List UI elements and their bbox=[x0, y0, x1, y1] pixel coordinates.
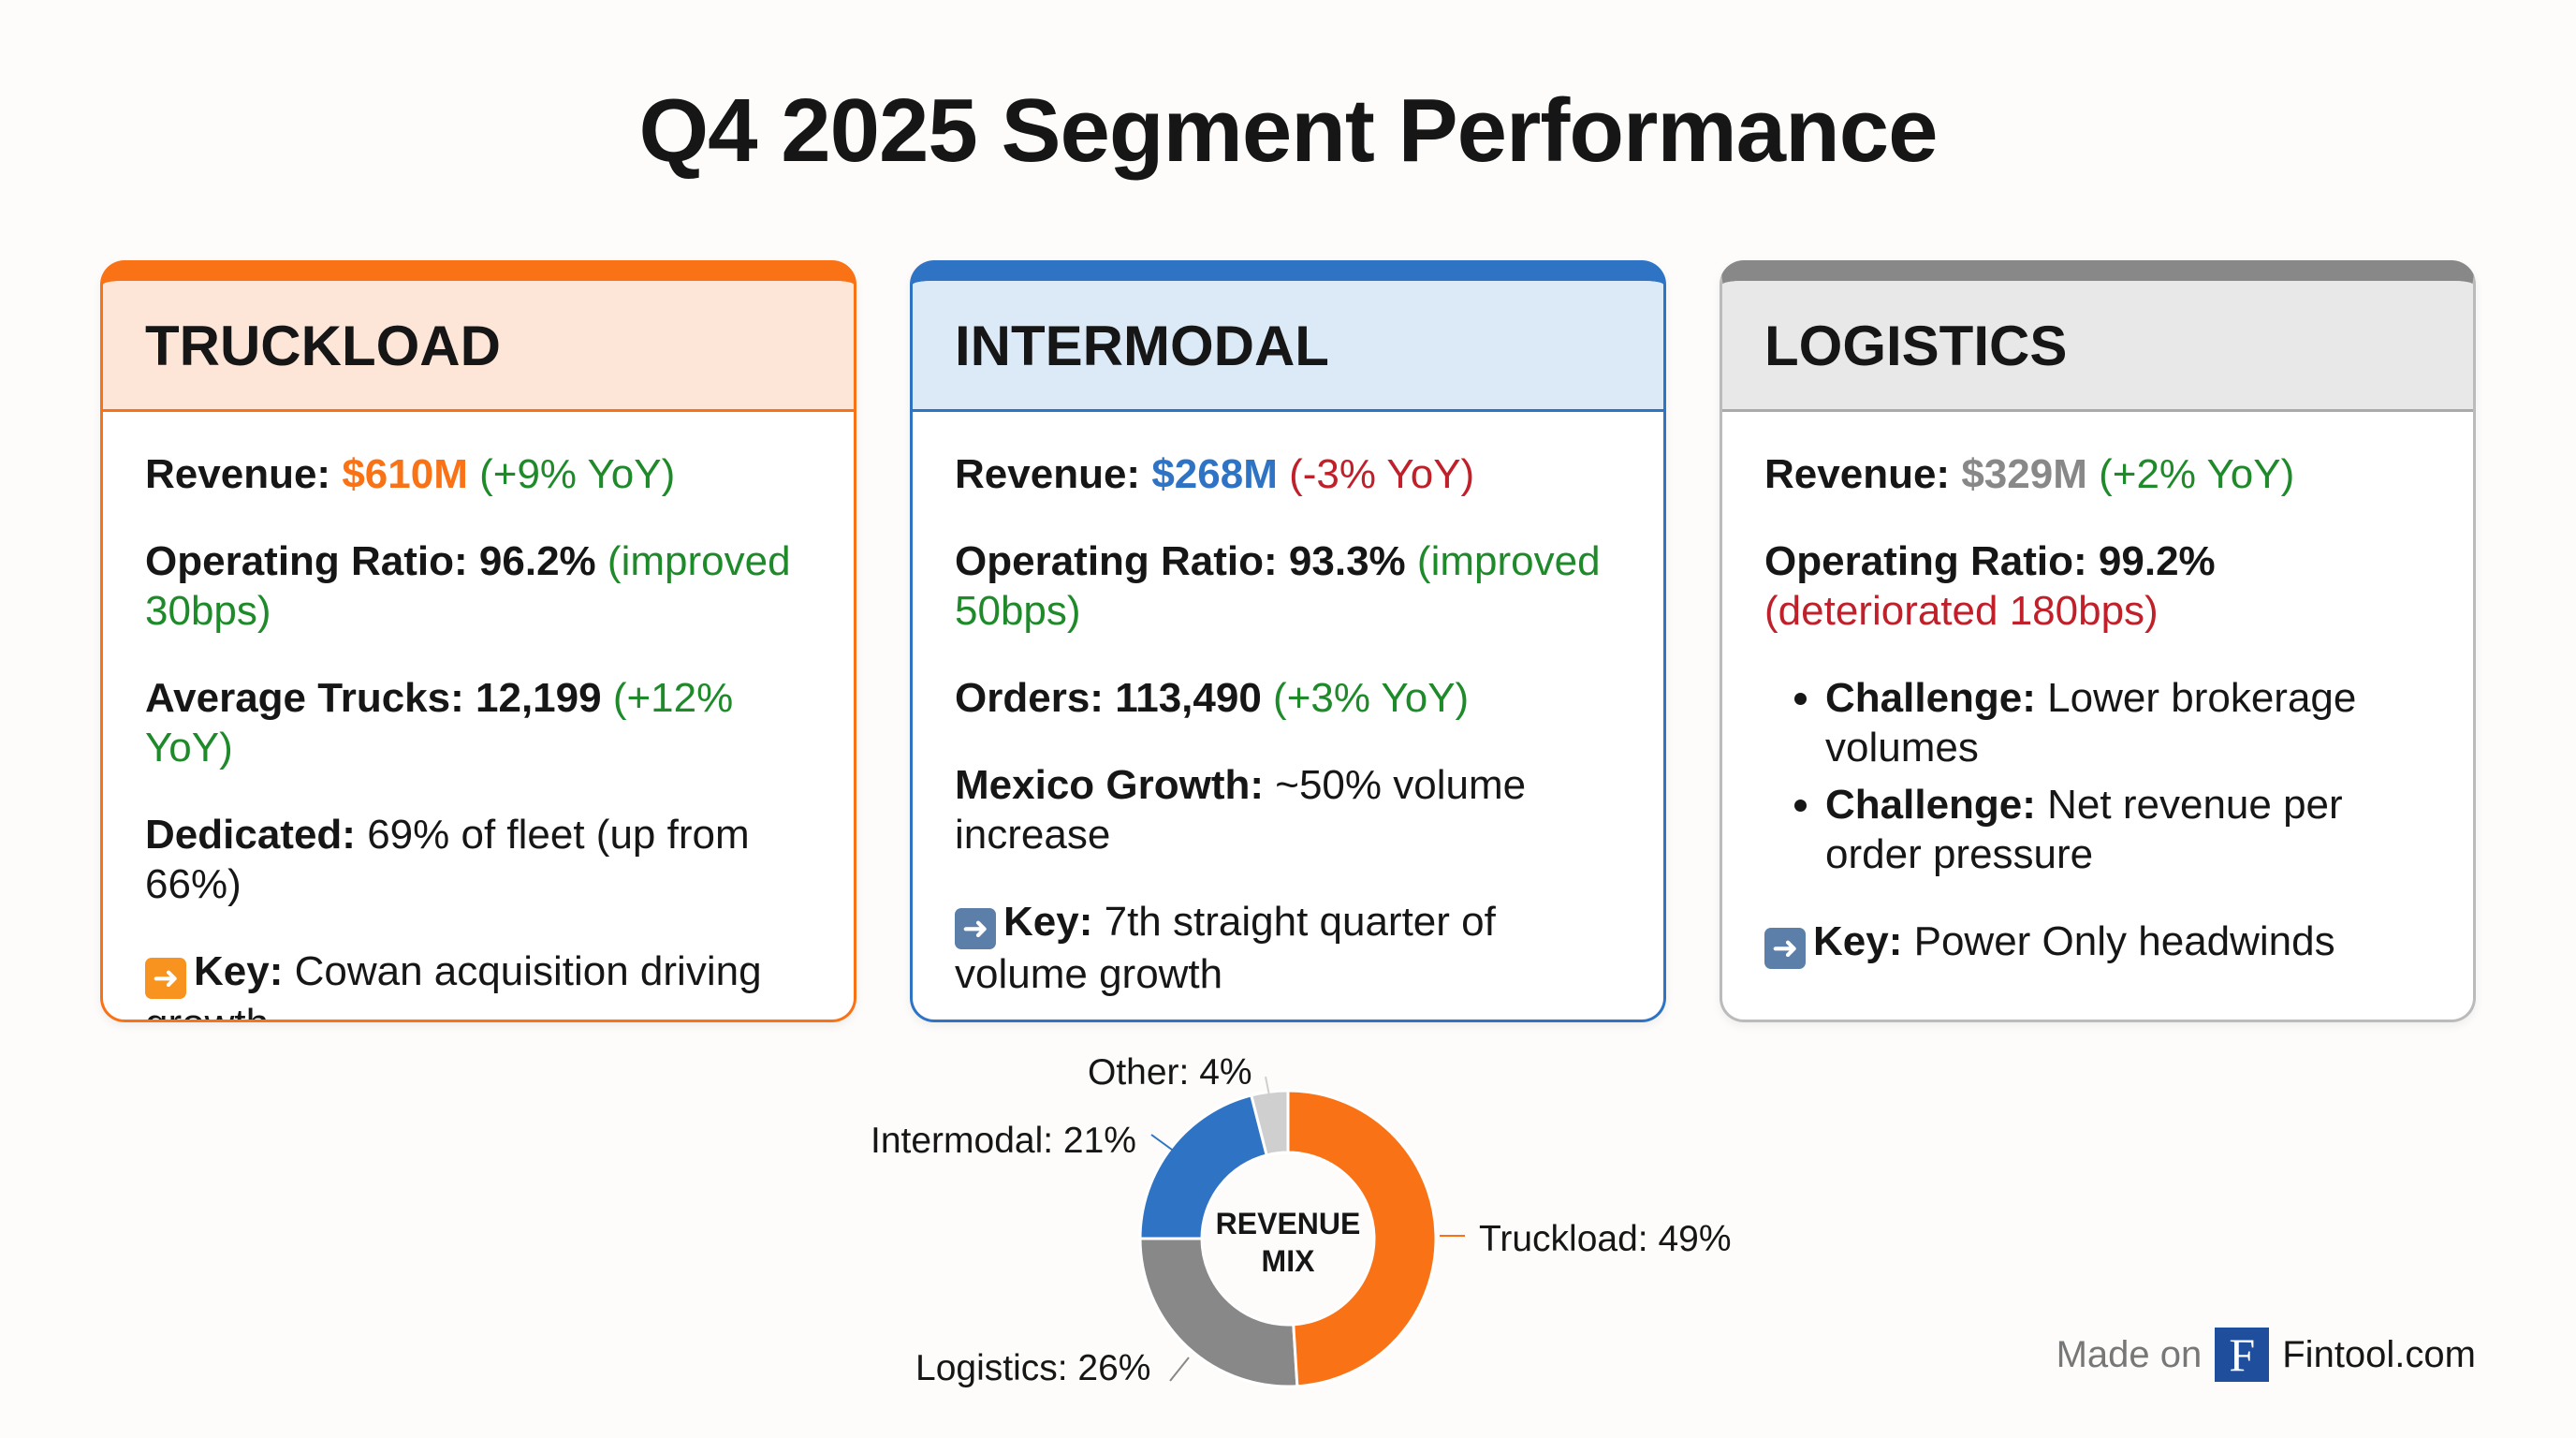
donut-slice-logistics bbox=[1138, 1237, 1299, 1388]
revenue-line: Revenue: $329M (+2% YoY) bbox=[1764, 451, 2295, 497]
revenue-line: Revenue: $268M (-3% YoY) bbox=[955, 451, 1475, 497]
card-header: LOGISTICS bbox=[1722, 281, 2473, 412]
orders-line: Orders: 113,490 (+3% YoY) bbox=[955, 675, 1470, 721]
donut-slice-intermodal bbox=[1138, 1093, 1268, 1240]
segment-card-logistics: LOGISTICS Revenue: $329M (+2% YoY) Opera… bbox=[1720, 260, 2476, 1022]
list-item: Challenge: Lower brokerage volumes bbox=[1825, 673, 2431, 772]
operating-ratio-line: Operating Ratio: 99.2% (deteriorated 180b… bbox=[1764, 538, 2216, 634]
operating-ratio-line: Operating Ratio: 93.3% (improved 50bps) bbox=[955, 538, 1601, 634]
arrow-right-icon: ➜ bbox=[955, 908, 996, 949]
page-title: Q4 2025 Segment Performance bbox=[638, 81, 1939, 181]
donut-slice-truckload bbox=[1286, 1089, 1438, 1388]
segment-card-intermodal: INTERMODAL Revenue: $268M (-3% YoY) Oper… bbox=[910, 260, 1666, 1022]
card-header: TRUCKLOAD bbox=[103, 281, 854, 412]
key-line: ➜ Key: 7th straight quarter of volume gro… bbox=[955, 899, 1496, 997]
slice-label-other: Other: 4% bbox=[1088, 1052, 1252, 1093]
leader-line-other bbox=[1265, 1076, 1270, 1096]
arrow-right-icon: ➜ bbox=[1764, 928, 1806, 969]
revenue-value: $268M bbox=[1151, 451, 1278, 497]
slice-label-intermodal: Intermodal: 21% bbox=[871, 1121, 1136, 1161]
arrow-right-icon: ➜ bbox=[145, 958, 186, 999]
key-line: ➜Key: Cowan acquisition driving growth bbox=[145, 946, 812, 1020]
revenue-value: $329M bbox=[1961, 451, 2087, 497]
leader-line-intermodal bbox=[1150, 1134, 1173, 1151]
operating-ratio-line: Operating Ratio: 96.2% (improved 30bps) bbox=[145, 538, 791, 634]
trucks-line: Average Trucks: 12,199 (+12% YoY) bbox=[145, 675, 734, 770]
slice-label-logistics: Logistics: 26% bbox=[915, 1348, 1151, 1388]
made-on-text: Made on bbox=[2056, 1333, 2203, 1375]
dedicated-line: Dedicated: 69% of fleet (up from 66%) bbox=[145, 812, 750, 907]
challenge-list: Challenge: Lower brokerage volumes Chall… bbox=[1764, 673, 2431, 879]
list-item: Challenge: Net revenue per order pressur… bbox=[1825, 780, 2431, 879]
footer-branding: Made on F Fintool.com bbox=[2056, 1328, 2476, 1382]
donut-slice-other bbox=[1249, 1089, 1290, 1157]
mexico-line: Mexico Growth: ~50% volume increase bbox=[955, 762, 1527, 858]
center-label-line1: REVENUE bbox=[1216, 1207, 1361, 1240]
slice-label-truckload: Truckload: 49% bbox=[1479, 1219, 1732, 1259]
leader-line-logistics bbox=[1169, 1357, 1190, 1382]
segment-card-truckload: TRUCKLOAD Revenue: $610M (+9% YoY) Opera… bbox=[100, 260, 856, 1022]
key-line: ➜ Key: Power Only headwinds bbox=[1764, 917, 2431, 969]
revenue-value: $610M bbox=[342, 451, 468, 497]
brand-link[interactable]: Fintool.com bbox=[2282, 1333, 2476, 1375]
fintool-logo-icon: F bbox=[2215, 1328, 2270, 1382]
card-header: INTERMODAL bbox=[913, 281, 1663, 412]
revenue-line: Revenue: $610M (+9% YoY) bbox=[145, 451, 676, 497]
center-label-line2: MIX bbox=[1262, 1244, 1316, 1278]
